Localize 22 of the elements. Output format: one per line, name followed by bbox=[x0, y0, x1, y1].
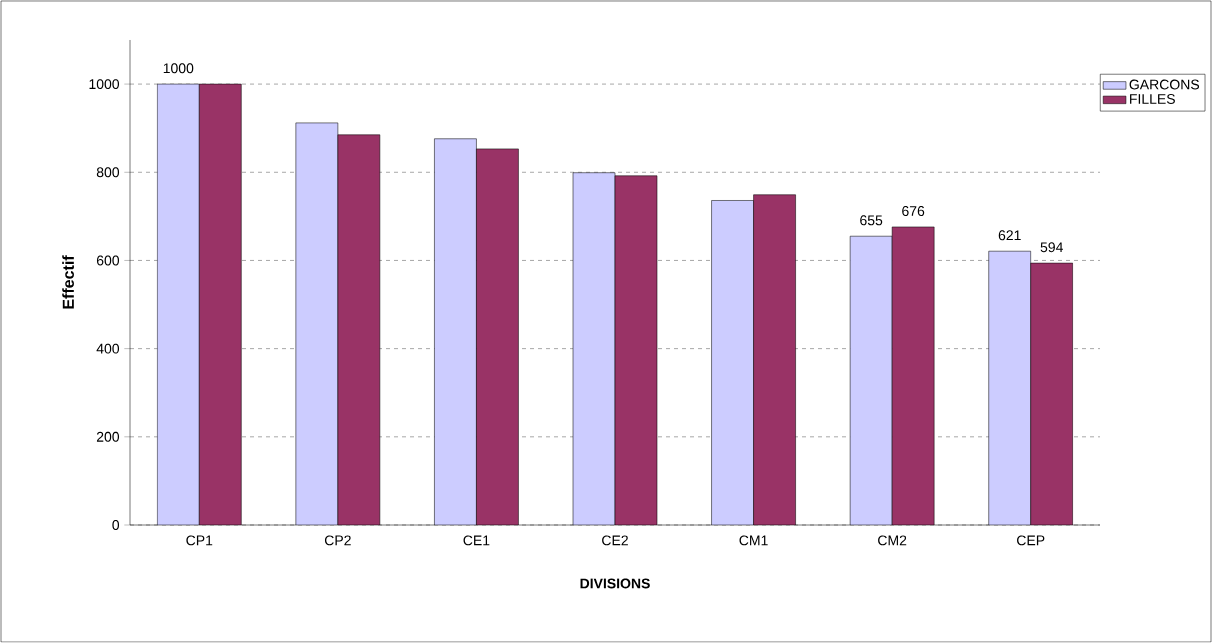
legend-label: GARCONS bbox=[1129, 79, 1200, 90]
data-label: 1000 bbox=[163, 63, 194, 74]
data-label: 655 bbox=[860, 215, 883, 226]
y-tick-label: 200 bbox=[96, 431, 120, 442]
x-axis-title: DIVISIONS bbox=[580, 578, 650, 589]
data-label: 676 bbox=[902, 206, 925, 217]
y-tick-label: 1000 bbox=[89, 79, 120, 90]
y-tick-label: 0 bbox=[112, 520, 120, 530]
x-tick-label: CP2 bbox=[324, 535, 351, 546]
data-label: 594 bbox=[1040, 242, 1063, 253]
y-tick-label: 800 bbox=[96, 167, 120, 178]
x-tick-label: CM2 bbox=[878, 535, 907, 546]
data-label: 621 bbox=[998, 230, 1021, 241]
legend-label: FILLES bbox=[1130, 94, 1175, 104]
x-tick-label: CP1 bbox=[186, 535, 213, 546]
x-tick-label: CM1 bbox=[739, 535, 768, 546]
y-tick-label: 600 bbox=[96, 255, 120, 266]
y-tick-label: 400 bbox=[96, 343, 120, 354]
y-axis-title: Effectif bbox=[62, 255, 74, 309]
x-tick-label: CE2 bbox=[602, 535, 628, 546]
x-tick-label: CEP bbox=[1017, 535, 1045, 546]
x-tick-label: CE1 bbox=[463, 535, 490, 546]
